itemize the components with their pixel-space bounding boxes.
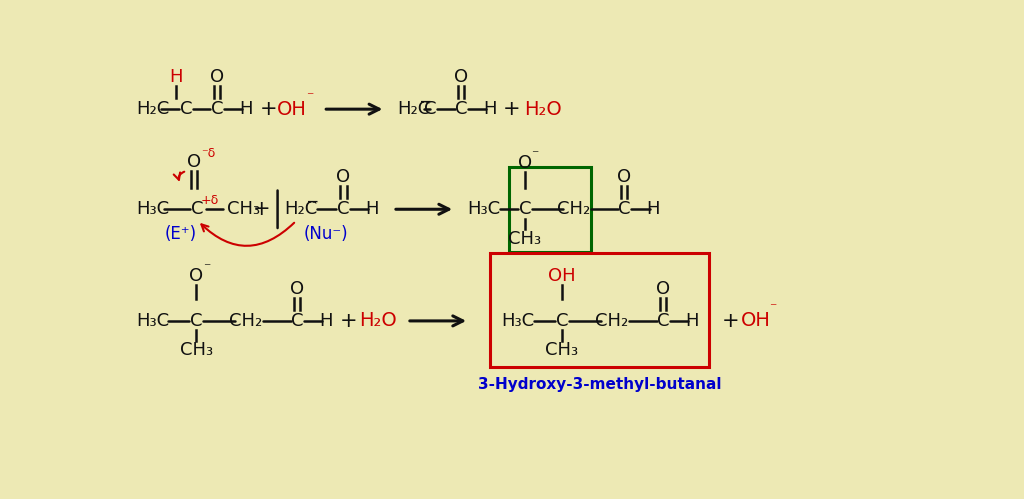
Text: O: O — [189, 267, 203, 285]
Text: (Nu⁻): (Nu⁻) — [303, 225, 348, 243]
Text: CH₃: CH₃ — [227, 200, 260, 218]
Text: (E⁺): (E⁺) — [165, 225, 197, 243]
Text: +δ: +δ — [201, 194, 218, 207]
Text: CH₂: CH₂ — [229, 312, 262, 330]
Text: CH₃: CH₃ — [179, 341, 213, 359]
Text: +: + — [722, 311, 739, 331]
Text: O: O — [337, 168, 350, 186]
Text: C: C — [455, 100, 468, 118]
Text: C: C — [189, 312, 203, 330]
Text: C: C — [337, 200, 350, 218]
Text: ⁻: ⁻ — [531, 148, 539, 162]
Text: +: + — [260, 99, 278, 119]
Text: O: O — [186, 153, 201, 171]
Text: C: C — [424, 100, 436, 118]
Text: H: H — [366, 200, 379, 218]
Text: H₂O: H₂O — [523, 100, 561, 119]
Text: C: C — [211, 100, 223, 118]
Text: O: O — [455, 68, 468, 86]
Text: +: + — [253, 199, 270, 219]
Text: H: H — [169, 68, 183, 86]
Text: O: O — [655, 279, 670, 297]
Text: +: + — [503, 99, 520, 119]
Text: H₃C: H₃C — [502, 312, 535, 330]
Text: H: H — [318, 312, 333, 330]
Text: C: C — [291, 312, 303, 330]
Text: H₃C: H₃C — [136, 200, 169, 218]
Text: H₂C̅: H₂C̅ — [285, 200, 317, 218]
Text: H: H — [685, 312, 699, 330]
Text: CH₂: CH₂ — [557, 200, 590, 218]
Text: CH₃: CH₃ — [508, 230, 542, 248]
Text: H: H — [239, 100, 253, 118]
Text: O: O — [616, 168, 631, 186]
Text: ⁻: ⁻ — [306, 90, 313, 104]
Text: O: O — [290, 279, 304, 297]
Text: OH: OH — [740, 311, 771, 330]
Text: H: H — [647, 200, 660, 218]
Text: OH: OH — [548, 267, 575, 285]
Text: H₃C: H₃C — [136, 312, 169, 330]
Text: C: C — [191, 200, 204, 218]
Text: O: O — [210, 68, 224, 86]
Text: C: C — [617, 200, 630, 218]
Text: H: H — [483, 100, 497, 118]
Text: ⁻: ⁻ — [769, 301, 776, 315]
Text: C: C — [656, 312, 669, 330]
Text: H₂C̅: H₂C̅ — [397, 100, 431, 118]
Text: ⁻δ: ⁻δ — [201, 147, 215, 160]
Text: H₃C: H₃C — [467, 200, 501, 218]
Bar — [509, 167, 591, 251]
Text: C: C — [518, 200, 531, 218]
Text: H₂C: H₂C — [136, 100, 169, 118]
Text: 3-Hydroxy-3-methyl-butanal: 3-Hydroxy-3-methyl-butanal — [478, 377, 721, 392]
Text: CH₃: CH₃ — [546, 341, 579, 359]
Text: +: + — [340, 311, 357, 331]
Text: ⁻: ⁻ — [203, 261, 210, 275]
Bar — [489, 253, 710, 367]
Text: H₂O: H₂O — [358, 311, 396, 330]
Text: O: O — [518, 154, 531, 172]
Text: CH₂: CH₂ — [595, 312, 629, 330]
Text: OH: OH — [278, 100, 307, 119]
Text: C: C — [180, 100, 193, 118]
Text: C: C — [556, 312, 568, 330]
